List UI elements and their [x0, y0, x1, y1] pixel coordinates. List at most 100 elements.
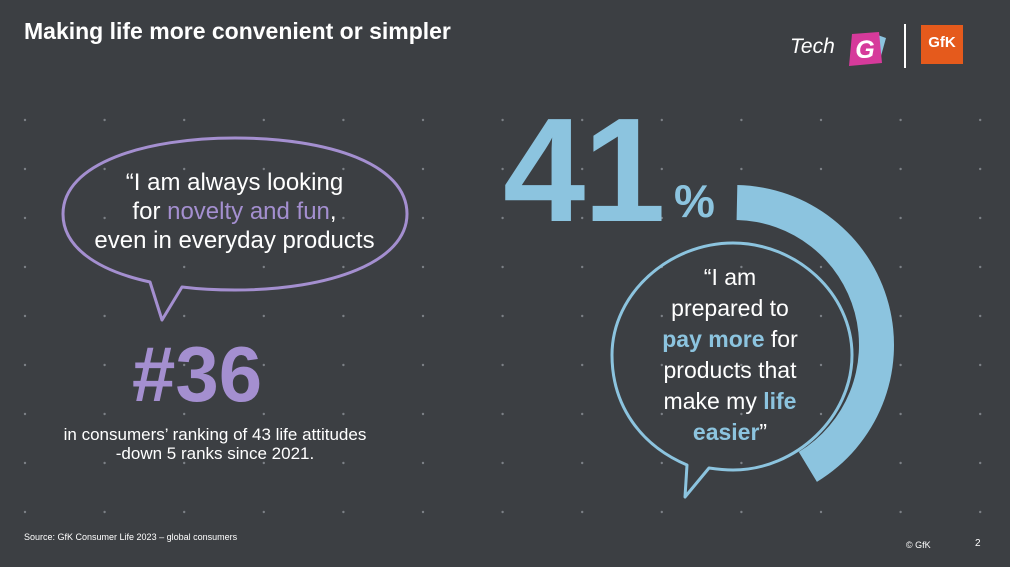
- grid-dot: [819, 118, 823, 122]
- grid-dot: [262, 461, 265, 465]
- grid-dot: [819, 167, 823, 171]
- pay-more-quote-for: for: [764, 326, 798, 352]
- grid-dot: [183, 216, 186, 220]
- grid-dot: [262, 118, 265, 122]
- grid-dot: [421, 314, 425, 318]
- grid-dot: [899, 118, 902, 122]
- grid-dot: [342, 216, 345, 220]
- grid-dot: [183, 510, 186, 514]
- grid-dot: [103, 363, 106, 367]
- grid-dot: [183, 118, 186, 122]
- grid-dot: [979, 412, 982, 416]
- grid-dot: [103, 412, 106, 416]
- grid-dot: [501, 265, 504, 269]
- pay-more-quote-line-1: “I am: [703, 264, 757, 290]
- grid-dot: [501, 412, 504, 416]
- pay-more-quote-make-my: make my: [663, 388, 764, 414]
- novelty-quote-highlight: novelty and fun: [167, 198, 330, 225]
- grid-dot: [103, 118, 106, 122]
- grid-dot: [342, 461, 345, 465]
- grid-dot: [103, 510, 106, 514]
- grid-dot: [899, 461, 902, 465]
- grid-dot: [581, 363, 584, 367]
- tech-word: Tech: [790, 35, 835, 58]
- grid-dot: [660, 510, 663, 514]
- grid-dot: [740, 167, 743, 171]
- grid-dot: [979, 510, 982, 514]
- gfk-logo: GfK: [921, 25, 963, 64]
- grid-dot: [421, 510, 425, 514]
- grid-dot: [660, 118, 663, 122]
- grid-dot: [501, 461, 504, 465]
- novelty-quote-line-1: “I am always looking: [125, 169, 344, 196]
- gfk-logo-text: GfK: [928, 34, 956, 51]
- grid-dot: [581, 118, 584, 122]
- pay-more-quote-close: ”: [759, 419, 768, 445]
- grid-dot: [23, 118, 27, 122]
- grid-dot: [660, 314, 663, 318]
- copyright-note: © GfK: [906, 540, 931, 550]
- grid-dot: [740, 412, 743, 416]
- rank-description: in consumers’ ranking of 43 life attitud…: [30, 425, 400, 463]
- grid-dot: [501, 363, 504, 367]
- novelty-quote-line-3: even in everyday products: [94, 227, 375, 254]
- grid-dot: [342, 314, 345, 318]
- grid-dot: [421, 363, 425, 367]
- grid-dot: [23, 412, 27, 416]
- grid-dot: [23, 216, 27, 220]
- quote-bubble-blue: [610, 241, 854, 499]
- grid-dot: [899, 412, 902, 416]
- grid-dot: [501, 167, 504, 171]
- life-highlight: life: [763, 388, 797, 414]
- grid-dot: [23, 461, 27, 465]
- grid-dot: [342, 265, 345, 269]
- grid-dot: [899, 363, 902, 367]
- grid-dot: [262, 265, 265, 269]
- grid-dot: [660, 412, 663, 416]
- grid-dot: [183, 412, 186, 416]
- grid-dot: [262, 167, 265, 171]
- tech-g-logo: Tech G: [790, 28, 896, 70]
- grid-dot: [342, 510, 345, 514]
- grid-dot: [660, 167, 663, 171]
- grid-dot: [899, 510, 902, 514]
- grid-dot: [183, 265, 186, 269]
- grid-dot: [581, 167, 584, 171]
- grid-dot: [899, 216, 902, 220]
- share-percentage-sign: %: [674, 175, 715, 227]
- grid-dot: [342, 412, 345, 416]
- grid-dot: [581, 412, 584, 416]
- grid-dot: [421, 461, 425, 465]
- grid-dot: [581, 314, 584, 318]
- pay-more-quote-line-2: prepared to: [671, 295, 789, 321]
- slide-title: Making life more convenient or simpler: [24, 18, 451, 44]
- grid-dot: [103, 314, 106, 318]
- grid-dot: [262, 314, 265, 318]
- novelty-quote-text: for: [132, 198, 168, 225]
- tech-g-badge-icon: G: [849, 32, 886, 66]
- grid-dot: [501, 510, 504, 514]
- grid-dot: [819, 314, 823, 318]
- grid-dot: [262, 363, 265, 367]
- grid-dot: [819, 510, 823, 514]
- grid-dot: [501, 118, 504, 122]
- novelty-quote-comma: ,: [329, 198, 337, 225]
- rank-number: #36: [132, 330, 263, 418]
- pay-more-highlight: pay more: [662, 326, 765, 352]
- grid-dot: [183, 461, 186, 465]
- grid-dot: [103, 461, 106, 465]
- grid-dot: [740, 510, 743, 514]
- grid-dot: [421, 412, 425, 416]
- grid-dot: [660, 363, 663, 367]
- grid-dot: [183, 167, 186, 171]
- grid-dot: [740, 314, 743, 318]
- grid-dot: [979, 216, 982, 220]
- grid-dot: [262, 216, 265, 220]
- grid-dot: [183, 314, 186, 318]
- grid-dot: [103, 216, 106, 220]
- grid-dot: [421, 118, 425, 122]
- grid-dot: [581, 510, 584, 514]
- grid-dot: [262, 412, 265, 416]
- grid-dot: [342, 167, 345, 171]
